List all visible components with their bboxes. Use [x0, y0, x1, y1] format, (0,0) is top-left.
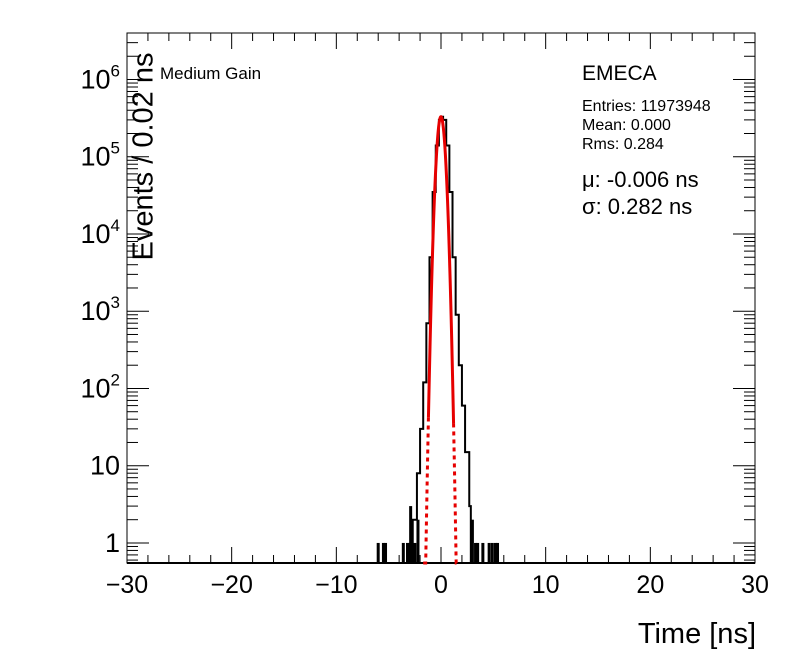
y-tick-label: 103 — [80, 293, 120, 326]
histogram-core — [411, 115, 472, 563]
histogram-tail-bin — [401, 542, 405, 563]
histogram-tail-bin — [490, 542, 494, 563]
x-tick-label: −30 — [106, 571, 148, 599]
x-tick-label: −10 — [315, 571, 357, 599]
fit-curve-dashed-left — [423, 417, 430, 565]
x-axis-title: Time [ns] — [637, 618, 756, 650]
y-tick-label: 1 — [105, 528, 120, 558]
histogram-tail-bin — [409, 506, 413, 563]
x-tick-label: 20 — [636, 571, 664, 599]
y-axis-title: Events / 0.02 ns — [127, 52, 160, 261]
histogram-tail-bin — [381, 542, 385, 563]
stats-rms: Rms: 0.284 — [582, 136, 664, 153]
y-tick-label: 105 — [80, 139, 120, 172]
fit-curve-dashed-right — [452, 423, 459, 565]
fit-mu: μ: -0.006 ns — [582, 167, 699, 192]
x-tick-label: 30 — [741, 571, 769, 599]
histogram-tail-bin — [406, 542, 410, 563]
histogram-tail-bin — [496, 542, 500, 563]
y-tick-label: 104 — [80, 216, 120, 249]
x-tick-label: −20 — [210, 571, 252, 599]
stats-mean: Mean: 0.000 — [582, 117, 671, 134]
y-tick-label: 102 — [80, 370, 120, 403]
histogram-tail-bin — [481, 542, 485, 563]
fit-sigma: σ: 0.282 ns — [582, 194, 693, 219]
detector-label: EMECA — [582, 62, 657, 85]
histogram-tail-bin — [487, 542, 491, 563]
histogram-tail-bin — [476, 542, 480, 563]
histogram-tail-bin — [416, 519, 420, 563]
x-tick-label: 0 — [434, 571, 448, 599]
histogram-tail-bin — [384, 542, 388, 563]
fit-curve — [426, 115, 456, 424]
stats-entries: Entries: 11973948 — [582, 98, 711, 115]
histogram-tail-bin — [474, 542, 478, 563]
histogram-tail-bin — [493, 542, 497, 563]
histogram-tail-bin — [413, 542, 417, 563]
y-tick-label: 106 — [80, 62, 120, 95]
y-tick-label: 10 — [90, 451, 120, 481]
x-tick-label: 10 — [532, 571, 560, 599]
gain-label: Medium Gain — [160, 64, 262, 83]
histogram-tail-bin — [470, 519, 474, 563]
histogram-tail-bin — [376, 542, 380, 563]
